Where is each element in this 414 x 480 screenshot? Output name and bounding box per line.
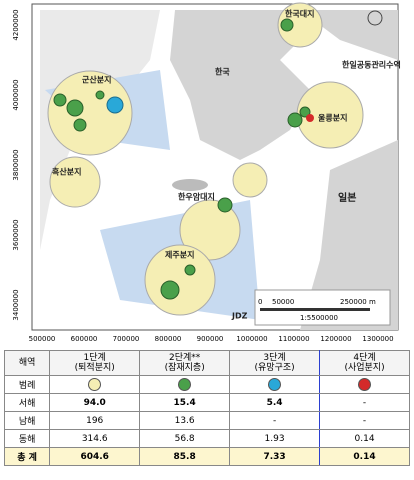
row: 동해 314.6 56.8 1.93 0.14 (3, 429, 410, 448)
x-tick-label: 1300000 (362, 335, 393, 343)
basin (179, 199, 241, 261)
y-tick-label: 3400000 (12, 289, 20, 320)
label: 한일공동관리수역 (342, 60, 401, 70)
land (300, 140, 398, 330)
cell: 604.6 (49, 447, 141, 466)
cell: 56.8 (139, 429, 231, 448)
prospects (53, 18, 311, 300)
cell: 85.8 (139, 447, 231, 466)
table: 해역 1단계 (퇴적분지) 2단계** (잠재지층) 3단계 (유망구조) 4단계 (사… (3, 350, 410, 466)
cell: - (319, 393, 410, 412)
legend-dot (358, 378, 372, 391)
row: 총 계 604.6 85.8 7.33 0.14 (3, 447, 410, 466)
label: 군산분지 (82, 75, 111, 85)
scale-text: 1:5500000 (300, 314, 338, 322)
scale-text: 0 (258, 298, 262, 306)
y-tick-label: 3800000 (12, 149, 20, 180)
cell: 남해 (3, 411, 51, 430)
cell: 94.0 (49, 393, 141, 412)
cell: 5.4 (229, 393, 321, 412)
cell: 13.6 (139, 411, 231, 430)
x-tick-label: 1000000 (236, 335, 267, 343)
x-tick-label: 600000 (71, 335, 98, 343)
label: 한우암대지 (178, 192, 215, 202)
legend-dot (268, 378, 282, 391)
scale-box (254, 289, 391, 326)
x-tick-label: 500000 (29, 335, 56, 343)
cell: 0.14 (319, 429, 410, 448)
y-tick-label: 4200000 (12, 9, 20, 40)
cell: 1.93 (229, 429, 321, 448)
basin (277, 2, 323, 48)
map: 한국대지 한국 군산분지 흑산분지 한우암대지 제주분지 울릉분지 한일공동관리… (12, 2, 401, 343)
cell: 범례 (3, 375, 51, 394)
project (306, 114, 314, 122)
basin (49, 156, 101, 208)
x-tick-label: 800000 (155, 335, 182, 343)
cell: 동해 (3, 429, 51, 448)
basin (144, 244, 216, 316)
sea-area (40, 10, 160, 250)
x-tick-label: 1200000 (320, 335, 351, 343)
land (300, 10, 398, 60)
cell: 196 (49, 411, 141, 430)
scale-text: 50000 (272, 298, 294, 306)
label: 한국 (215, 67, 230, 77)
header: 3단계 (유망구조) (229, 350, 321, 376)
label: 흑산분지 (52, 167, 81, 177)
island (172, 179, 208, 191)
cell: 7.33 (229, 447, 321, 466)
land (170, 10, 310, 160)
header: 2단계** (잠재지층) (139, 350, 231, 376)
cell: 0.14 (319, 447, 410, 466)
label: 제주분지 (165, 250, 194, 260)
basin (47, 70, 133, 156)
y-tick-label: 4000000 (12, 79, 20, 110)
x-tick-label: 700000 (113, 335, 140, 343)
north-arrow (367, 10, 383, 26)
cell: 314.6 (49, 429, 141, 448)
x-tick-label: 900000 (197, 335, 224, 343)
legend-dot (178, 378, 192, 391)
cell: - (229, 411, 321, 430)
basin (232, 162, 268, 198)
label: 울릉분지 (318, 113, 347, 123)
cell: 15.4 (139, 393, 231, 412)
row: 남해 196 13.6- - (3, 411, 410, 430)
row: 서해 94.0 15.4 5.4- (3, 393, 410, 412)
structure (106, 96, 124, 114)
header: 해역 (3, 350, 51, 376)
scale-bar (260, 308, 370, 311)
legend-dot (88, 378, 102, 391)
label: 일본 (338, 191, 356, 204)
cell: - (319, 411, 410, 430)
header: 1단계 (퇴적분지) (49, 350, 141, 376)
cell: 서해 (3, 393, 51, 412)
cell: 총 계 (3, 447, 51, 466)
x-tick-label: 1100000 (278, 335, 309, 343)
y-tick-label: 3600000 (12, 219, 20, 250)
scale-text: 250000 m (340, 298, 376, 306)
label: 한국대지 (285, 9, 314, 19)
header: 4단계 (사업분지) (319, 350, 410, 376)
label: JDZ (231, 312, 248, 321)
